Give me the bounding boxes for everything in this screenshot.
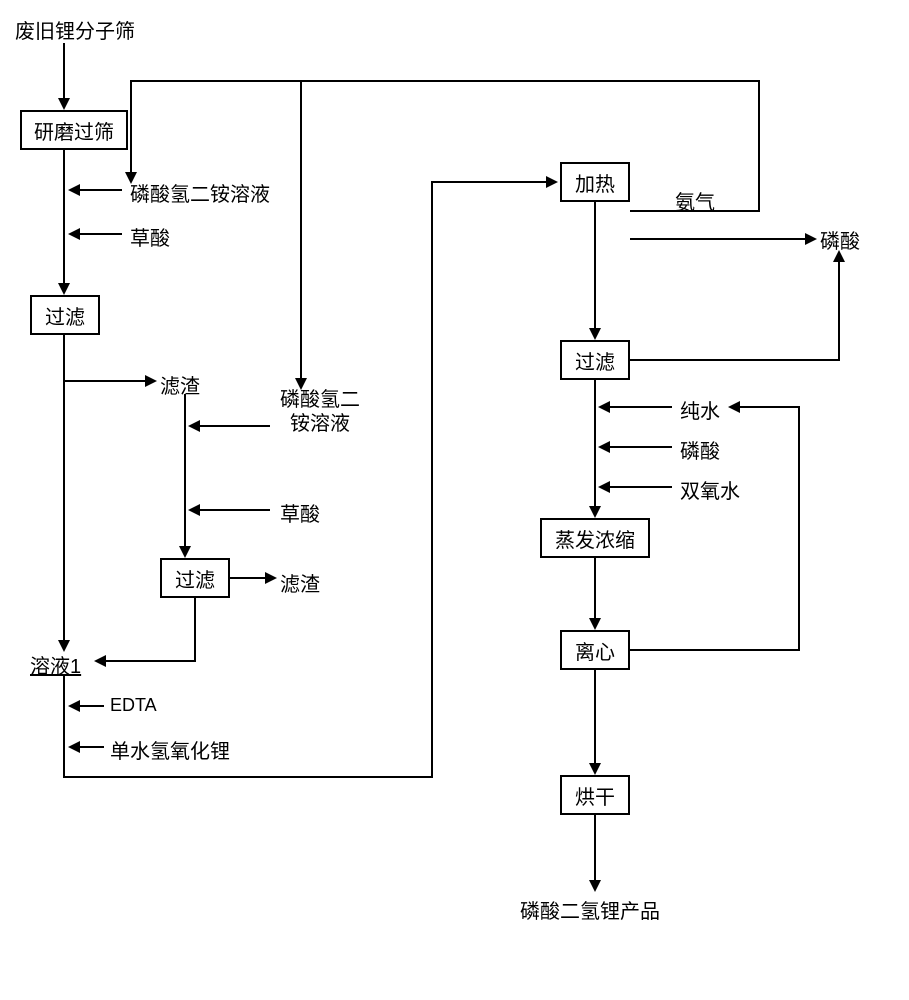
edge-arrow	[589, 506, 601, 518]
edge-arrow	[145, 375, 157, 387]
node-centrifuge: 离心	[560, 630, 630, 670]
node-filter3: 过滤	[560, 340, 630, 380]
edge-line	[431, 181, 433, 777]
edge-line	[80, 746, 104, 748]
edge-line	[80, 233, 122, 235]
edge-line	[130, 80, 760, 82]
node-grind: 研磨过筛	[20, 110, 128, 150]
edge-line	[300, 80, 302, 380]
label-oxalic2: 草酸	[280, 498, 320, 527]
edge-line	[594, 202, 596, 328]
edge-line	[80, 189, 122, 191]
edge-line	[194, 598, 196, 660]
node-dry: 烘干	[560, 775, 630, 815]
edge-line	[630, 359, 840, 361]
edge-arrow	[68, 184, 80, 196]
edge-line	[798, 406, 800, 651]
label-dap2: 磷酸氢二 铵溶液	[280, 388, 360, 436]
label-dap2-l2: 铵溶液	[290, 413, 350, 435]
edge-arrow	[589, 618, 601, 630]
edge-arrow	[833, 250, 845, 262]
node-evap: 蒸发浓缩	[540, 518, 650, 558]
edge-line	[740, 406, 800, 408]
node-filter1: 过滤	[30, 295, 100, 335]
node-heat: 加热	[560, 162, 630, 202]
edge-line	[431, 181, 546, 183]
label-dap2-l1: 磷酸氢二	[280, 389, 360, 411]
edge-line	[130, 80, 132, 176]
edge-arrow	[58, 98, 70, 110]
edge-arrow	[188, 504, 200, 516]
label-phosphoric-in: 磷酸	[680, 435, 720, 464]
edge-line	[200, 425, 270, 427]
edge-line	[610, 406, 672, 408]
label-ammonia: 氨气	[675, 186, 715, 215]
edge-line	[630, 649, 800, 651]
edge-arrow	[68, 700, 80, 712]
edge-arrow	[589, 328, 601, 340]
node-start: 废旧锂分子筛	[15, 15, 135, 44]
edge-arrow	[589, 763, 601, 775]
label-purewater: 纯水	[680, 395, 720, 424]
label-solution1: 溶液1	[30, 650, 81, 679]
edge-line	[63, 43, 65, 98]
edge-arrow	[125, 172, 137, 184]
edge-arrow	[68, 741, 80, 753]
edge-line	[80, 705, 104, 707]
label-residue2: 滤渣	[280, 568, 320, 597]
label-h2o2: 双氧水	[680, 475, 740, 504]
edge-arrow	[728, 401, 740, 413]
edge-arrow	[68, 228, 80, 240]
label-lioh: 单水氢氧化锂	[110, 735, 230, 764]
label-dap1: 磷酸氢二铵溶液	[130, 178, 270, 207]
edge-line	[630, 238, 805, 240]
edge-line	[63, 150, 65, 283]
edge-line	[63, 380, 145, 382]
edge-line	[63, 676, 65, 776]
edge-arrow	[188, 420, 200, 432]
edge-arrow	[546, 176, 558, 188]
edge-line	[594, 380, 596, 506]
edge-line	[594, 815, 596, 880]
label-residue1: 滤渣	[160, 370, 200, 399]
edge-arrow	[805, 233, 817, 245]
node-filter2: 过滤	[160, 558, 230, 598]
edge-line	[230, 577, 265, 579]
flowchart-canvas: 废旧锂分子筛 研磨过筛 磷酸氢二铵溶液 草酸 过滤 滤渣 磷酸氢二 铵溶液 草酸…	[0, 0, 909, 1000]
edge-line	[610, 446, 672, 448]
edge-line	[838, 260, 840, 361]
edge-arrow	[265, 572, 277, 584]
label-oxalic1: 草酸	[130, 222, 170, 251]
edge-arrow	[179, 546, 191, 558]
edge-arrow	[598, 401, 610, 413]
edge-line	[106, 660, 196, 662]
edge-arrow	[598, 481, 610, 493]
label-edta: EDTA	[110, 695, 157, 716]
edge-arrow	[94, 655, 106, 667]
edge-line	[610, 486, 672, 488]
edge-line	[184, 394, 186, 546]
edge-line	[758, 80, 760, 212]
label-product: 磷酸二氢锂产品	[520, 895, 660, 924]
edge-line	[594, 558, 596, 618]
edge-line	[594, 670, 596, 763]
edge-arrow	[295, 378, 307, 390]
edge-arrow	[58, 283, 70, 295]
edge-line	[200, 509, 270, 511]
edge-arrow	[598, 441, 610, 453]
edge-line	[63, 776, 433, 778]
edge-arrow	[589, 880, 601, 892]
